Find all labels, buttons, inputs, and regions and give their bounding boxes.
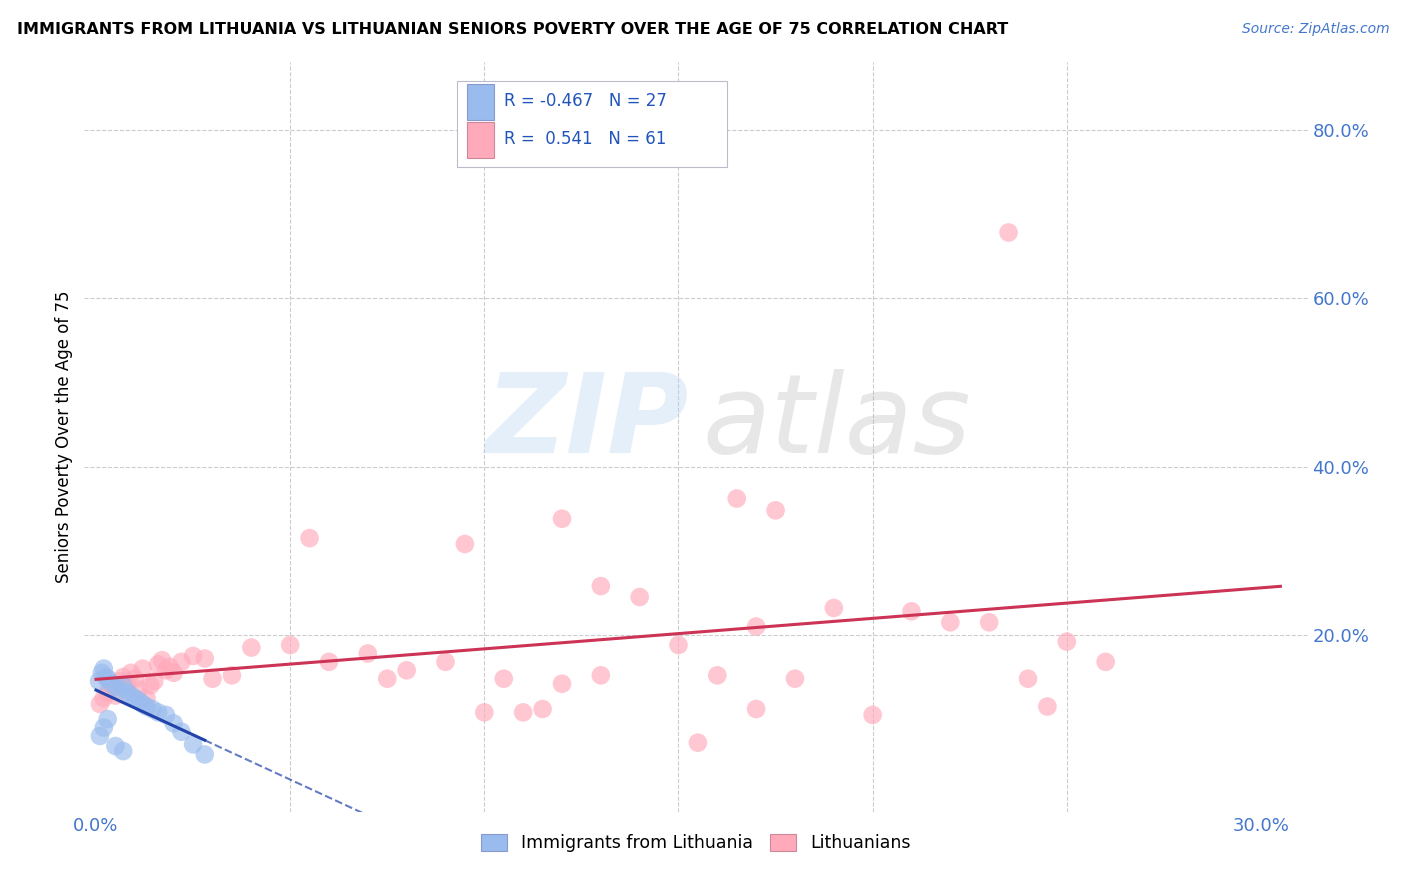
Y-axis label: Seniors Poverty Over the Age of 75: Seniors Poverty Over the Age of 75 [55,291,73,583]
Point [201,672,224,686]
Point [115,685,138,699]
Bar [467,84,494,120]
Point [163,665,186,680]
Point [120,665,142,680]
FancyBboxPatch shape [457,81,727,168]
Point [745,619,768,633]
Point [128,682,150,697]
Point [124,672,146,686]
Point [434,655,457,669]
Point [90,665,112,680]
Point [194,747,217,762]
Point [135,691,157,706]
Text: atlas: atlas [702,368,970,475]
Point [375,672,398,686]
Point [120,689,142,703]
Point [108,682,131,697]
Point [155,707,177,722]
Point [551,512,574,526]
Point [143,674,166,689]
Point [89,729,111,743]
Point [131,697,153,711]
Point [589,579,612,593]
Point [181,648,204,663]
Point [131,662,153,676]
Point [146,657,169,672]
Text: IMMIGRANTS FROM LITHUANIA VS LITHUANIAN SENIORS POVERTY OVER THE AGE OF 75 CORRE: IMMIGRANTS FROM LITHUANIA VS LITHUANIAN … [17,22,1008,37]
Point [823,601,845,615]
Point [108,674,131,689]
Point [163,716,186,731]
Point [492,672,515,686]
Text: R =  0.541   N = 61: R = 0.541 N = 61 [503,130,666,148]
Point [472,706,495,720]
Point [551,677,574,691]
Point [93,721,115,735]
Point [1056,634,1078,648]
Point [139,678,162,692]
Point [979,615,1001,630]
Text: Source: ZipAtlas.com: Source: ZipAtlas.com [1241,22,1389,37]
Point [1036,699,1059,714]
Point [357,647,380,661]
Point [112,744,135,758]
Point [318,655,340,669]
Point [146,706,169,720]
Point [150,653,173,667]
Point [628,590,651,604]
Point [97,712,120,726]
Point [104,680,127,694]
Point [531,702,554,716]
Point [862,707,884,722]
Point [194,651,217,665]
Point [159,660,181,674]
Point [112,670,135,684]
Point [97,672,120,686]
Point [221,668,243,682]
Text: R = -0.467   N = 27: R = -0.467 N = 27 [503,93,666,111]
Point [97,685,120,699]
Point [298,531,321,545]
Point [104,739,127,753]
Point [141,702,163,716]
Point [997,226,1019,240]
Point [112,678,135,692]
Point [725,491,748,506]
Point [512,706,534,720]
Point [89,697,111,711]
Point [1017,672,1039,686]
Point [900,604,922,618]
Point [94,670,117,684]
Point [128,693,150,707]
Point [589,668,612,682]
Point [115,678,138,692]
Point [1094,655,1116,669]
Point [240,640,263,655]
Point [686,736,709,750]
Point [155,663,177,677]
Point [706,668,728,682]
Point [454,537,477,551]
Point [181,737,204,751]
Point [100,680,122,694]
Point [93,691,115,706]
Point [668,638,690,652]
Point [93,662,115,676]
Point [939,615,962,630]
Point [395,663,418,677]
Point [278,638,301,652]
Legend: Immigrants from Lithuania, Lithuanians: Immigrants from Lithuania, Lithuanians [474,827,918,859]
Point [170,655,193,669]
Point [745,702,768,716]
Point [124,691,146,706]
Point [783,672,806,686]
Point [100,677,122,691]
Point [135,699,157,714]
Bar [467,122,494,159]
Text: ZIP: ZIP [486,368,690,475]
Point [170,724,193,739]
Point [104,689,127,703]
Point [87,674,110,689]
Point [765,503,787,517]
